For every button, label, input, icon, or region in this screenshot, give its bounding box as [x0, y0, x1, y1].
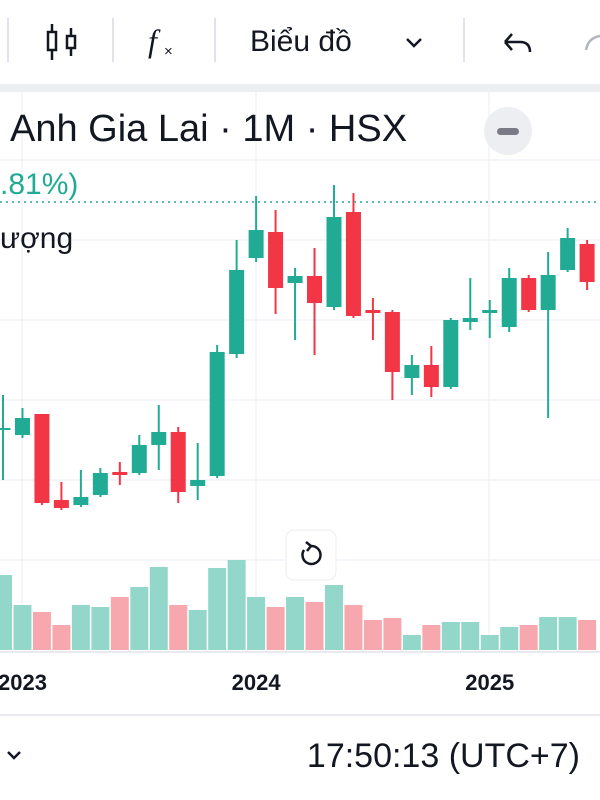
candle-body: [560, 238, 576, 270]
redo-icon[interactable]: [584, 34, 600, 51]
volume-bar: [324, 585, 343, 650]
candle-body: [92, 473, 108, 495]
volume-bar: [0, 575, 12, 650]
volume-bar: [441, 622, 460, 650]
candle-body: [248, 230, 264, 258]
candle-body: [34, 414, 50, 503]
volume-bar: [286, 597, 305, 650]
volume-bar: [169, 605, 188, 650]
candle-body: [462, 318, 478, 322]
indicator-icon-x: ×: [164, 43, 173, 60]
volume-bar: [461, 622, 480, 650]
candle-body: [151, 432, 167, 445]
chevron: [406, 38, 422, 48]
volume-bar: [402, 635, 421, 650]
volume-bar: [363, 620, 382, 650]
toolbar-separator: [0, 84, 600, 92]
volume-bar: [71, 605, 90, 650]
candle-body: [579, 244, 595, 282]
time-axis: 2023 2024 2025: [0, 670, 514, 695]
x-tick-label: 2025: [465, 670, 514, 695]
volume-bar: [500, 627, 519, 650]
candle-body: [73, 497, 89, 505]
x-tick-label: 2023: [0, 670, 47, 695]
candle-body: [482, 310, 498, 313]
volume-bar: [383, 618, 402, 650]
indicator-icon[interactable]: f: [148, 22, 161, 58]
candle-body: [229, 270, 245, 354]
volume-bar: [558, 617, 577, 650]
volume-bar: [305, 602, 324, 650]
volume-bars: [0, 560, 597, 650]
candle-body: [170, 432, 186, 492]
volume-bar: [130, 587, 149, 650]
candle-body: [307, 276, 323, 303]
volume-bar: [52, 625, 71, 650]
change-percent: .81%): [0, 168, 78, 201]
candle-body: [365, 310, 381, 313]
candle-body: [53, 500, 69, 508]
undo-icon[interactable]: [504, 33, 532, 53]
candle-body: [423, 365, 439, 387]
candles: [0, 185, 595, 510]
volume-bar: [247, 597, 266, 650]
volume-bar: [91, 607, 110, 650]
candle-body: [268, 232, 284, 288]
candle-body: [521, 278, 537, 310]
volume-bar: [149, 567, 168, 650]
volume-bar: [422, 625, 441, 650]
candle-body: [443, 320, 459, 387]
volume-bar: [188, 610, 207, 650]
volume-bar: [480, 635, 499, 650]
volume-bar: [227, 560, 246, 650]
volume-bar: [519, 625, 538, 650]
volume-bar: [539, 617, 558, 650]
x-tick-label: 2024: [232, 670, 282, 695]
candle-body: [384, 312, 400, 372]
volume-bar: [208, 568, 227, 650]
volume-bar: [266, 607, 285, 650]
candle-body: [131, 445, 147, 473]
candle-body: [14, 418, 30, 435]
volume-bar: [32, 612, 51, 650]
reset-button[interactable]: [285, 529, 337, 581]
clock: 17:50:13 (UTC+7): [307, 737, 580, 775]
candle-body: [540, 275, 556, 310]
volume-bar: [344, 605, 363, 650]
candle-body: [345, 212, 361, 316]
volume-bar: [578, 620, 597, 650]
volume-bar: [110, 597, 129, 650]
chart-menu[interactable]: Biểu đồ: [250, 25, 352, 58]
volume-label: ượng: [0, 222, 73, 255]
candle-body: [287, 276, 303, 283]
candle-body: [501, 278, 517, 327]
candle-body: [112, 472, 128, 475]
candle-body: [209, 352, 225, 476]
symbol-title: Anh Gia Lai · 1M · HSX: [10, 108, 407, 150]
candle-body: [0, 428, 11, 430]
candle-body: [404, 365, 420, 378]
collapse-icon: [497, 128, 519, 135]
footer-chevron[interactable]: [7, 751, 21, 760]
candle-body: [326, 217, 342, 307]
candle-icon[interactable]: [46, 24, 77, 60]
reset-icon: [301, 541, 322, 566]
volume-bar: [13, 605, 32, 650]
candle-body: [190, 480, 206, 486]
